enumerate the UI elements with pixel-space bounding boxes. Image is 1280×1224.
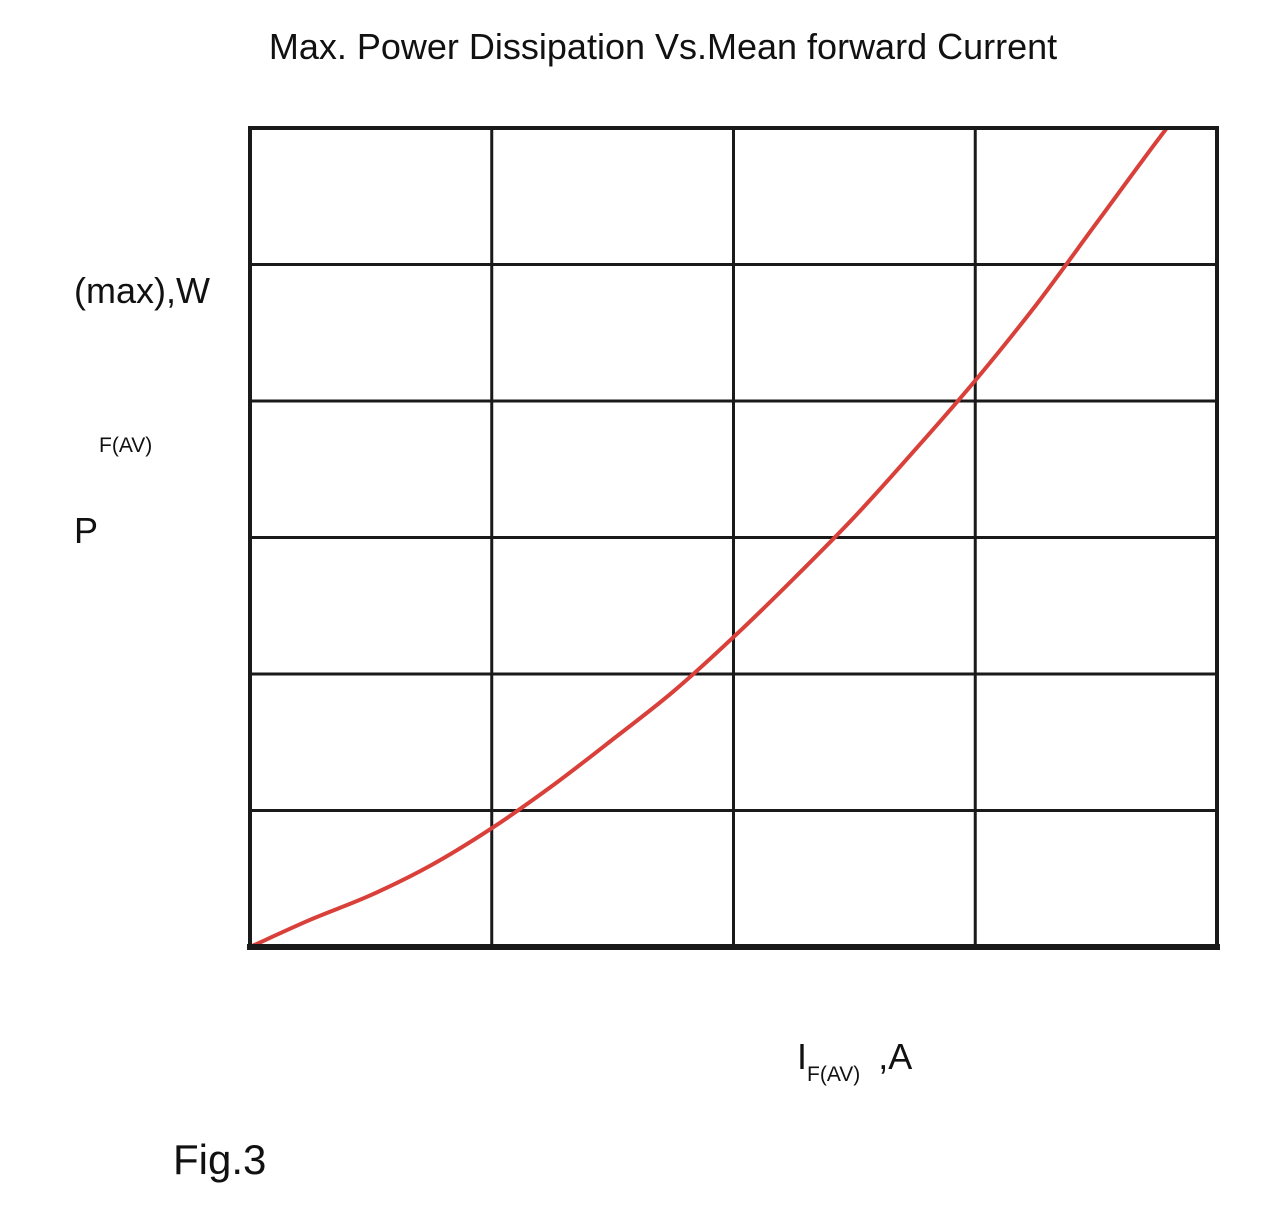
series-line — [250, 128, 1170, 947]
grid — [250, 128, 1217, 947]
series-layer — [250, 128, 1170, 947]
y-axis-label-unit: (max),W — [74, 270, 210, 311]
x-axis-label-unit: ,A — [878, 1036, 913, 1077]
y-axis-label-subscript: F(AV) — [99, 434, 153, 457]
x-axis-label-symbol: I — [797, 1036, 808, 1077]
x-axis-label: IF(AV) ,A — [797, 1036, 913, 1086]
chart-title: Max. Power Dissipation Vs.Mean forward C… — [268, 26, 1058, 67]
x-axis-label-subscript: F(AV) — [807, 1063, 861, 1086]
y-axis-label-symbol: P — [74, 510, 99, 551]
figure-caption: Fig.3 — [173, 1136, 267, 1183]
